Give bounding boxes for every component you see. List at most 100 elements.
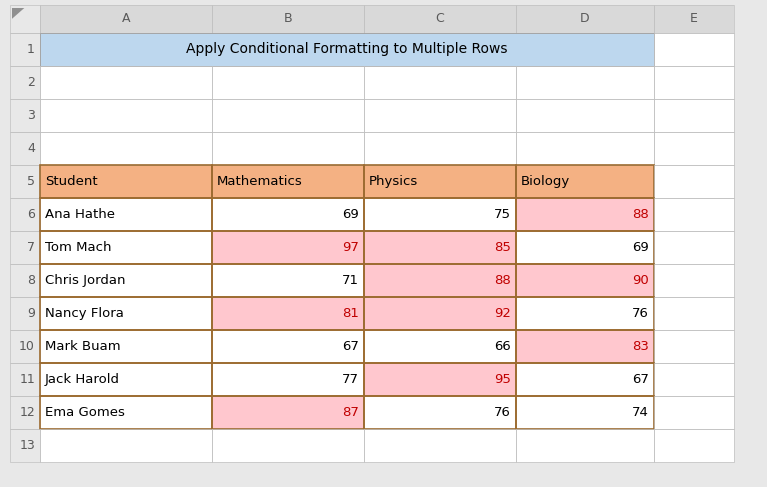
Text: 97: 97 xyxy=(342,241,359,254)
Bar xyxy=(364,297,516,330)
Text: A: A xyxy=(122,13,130,25)
Bar xyxy=(10,198,40,231)
Bar xyxy=(40,5,212,33)
Bar xyxy=(212,264,364,297)
Bar xyxy=(212,363,364,396)
Bar xyxy=(40,99,212,132)
Bar xyxy=(364,330,516,363)
Bar xyxy=(516,429,654,462)
Bar xyxy=(364,396,516,429)
Bar xyxy=(10,132,40,165)
Bar xyxy=(654,165,734,198)
Bar xyxy=(654,429,734,462)
Text: 71: 71 xyxy=(342,274,359,287)
Text: Tom Mach: Tom Mach xyxy=(45,241,111,254)
Bar xyxy=(40,231,212,264)
Bar xyxy=(212,132,364,165)
Bar xyxy=(40,132,212,165)
Text: 88: 88 xyxy=(632,208,649,221)
Bar xyxy=(40,330,212,363)
Bar xyxy=(654,99,734,132)
Bar xyxy=(10,363,40,396)
Text: Ema Gomes: Ema Gomes xyxy=(45,406,125,419)
Bar xyxy=(10,198,40,231)
Bar xyxy=(364,5,516,33)
Text: 85: 85 xyxy=(494,241,511,254)
Bar xyxy=(654,330,734,363)
Bar xyxy=(654,231,734,264)
Bar xyxy=(10,99,40,132)
Bar xyxy=(364,363,516,396)
Bar xyxy=(654,33,734,66)
Bar xyxy=(516,264,654,297)
Text: 8: 8 xyxy=(27,274,35,287)
Bar xyxy=(516,429,654,462)
Bar xyxy=(516,297,654,330)
Bar xyxy=(10,165,40,198)
Bar xyxy=(10,330,40,363)
Bar xyxy=(212,396,364,429)
Bar xyxy=(364,198,516,231)
Bar xyxy=(40,33,654,66)
Text: 4: 4 xyxy=(27,142,35,155)
Bar xyxy=(10,264,40,297)
Bar xyxy=(212,429,364,462)
Text: Biology: Biology xyxy=(521,175,570,188)
Bar xyxy=(364,297,516,330)
Bar xyxy=(40,165,212,198)
Bar xyxy=(654,231,734,264)
Bar xyxy=(212,165,364,198)
Text: 7: 7 xyxy=(27,241,35,254)
Text: Mathematics: Mathematics xyxy=(217,175,303,188)
Bar xyxy=(654,66,734,99)
Bar xyxy=(212,330,364,363)
Text: 67: 67 xyxy=(632,373,649,386)
Bar xyxy=(516,198,654,231)
Bar xyxy=(516,99,654,132)
Bar xyxy=(516,231,654,264)
Bar xyxy=(654,363,734,396)
Bar xyxy=(654,297,734,330)
Text: 69: 69 xyxy=(632,241,649,254)
Bar xyxy=(212,5,364,33)
Bar xyxy=(10,132,40,165)
Bar xyxy=(516,66,654,99)
Bar xyxy=(364,66,516,99)
Text: Chris Jordan: Chris Jordan xyxy=(45,274,126,287)
Bar xyxy=(516,165,654,198)
Text: 13: 13 xyxy=(19,439,35,452)
Bar xyxy=(364,363,516,396)
Text: Ana Hathe: Ana Hathe xyxy=(45,208,115,221)
Bar xyxy=(516,5,654,33)
Bar xyxy=(654,66,734,99)
Bar xyxy=(654,264,734,297)
Bar xyxy=(10,99,40,132)
Bar xyxy=(10,330,40,363)
Bar xyxy=(364,429,516,462)
Bar xyxy=(212,264,364,297)
Bar xyxy=(516,396,654,429)
Text: 76: 76 xyxy=(494,406,511,419)
Bar xyxy=(40,198,212,231)
Text: 9: 9 xyxy=(27,307,35,320)
Bar xyxy=(364,198,516,231)
Text: Nancy Flora: Nancy Flora xyxy=(45,307,124,320)
Bar xyxy=(40,264,212,297)
Bar xyxy=(654,132,734,165)
Bar xyxy=(10,33,40,66)
Bar xyxy=(654,99,734,132)
Bar xyxy=(212,297,364,330)
Bar xyxy=(364,264,516,297)
Bar xyxy=(212,396,364,429)
Bar xyxy=(654,5,734,33)
Bar xyxy=(516,132,654,165)
Bar xyxy=(212,66,364,99)
Text: 75: 75 xyxy=(494,208,511,221)
Bar xyxy=(40,231,212,264)
Text: 1: 1 xyxy=(27,43,35,56)
Bar xyxy=(212,198,364,231)
Text: C: C xyxy=(436,13,444,25)
Bar xyxy=(364,165,516,198)
Bar xyxy=(40,264,212,297)
Bar xyxy=(212,198,364,231)
